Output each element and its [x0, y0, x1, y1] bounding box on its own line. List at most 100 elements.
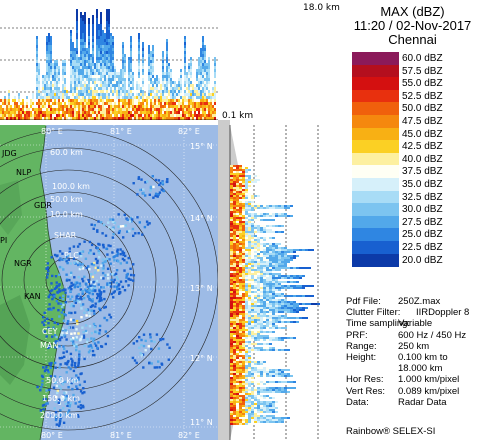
info-value: 18.000 km: [398, 363, 443, 375]
legend-swatch: [352, 102, 399, 116]
range-label-5: 150.0 km: [42, 394, 80, 403]
info-value: IIRDoppler 8: [416, 307, 470, 319]
legend-item: 55.0 dBZ: [352, 77, 480, 91]
place-man: MAN: [40, 341, 58, 350]
lat-label-13: 13° N: [190, 284, 213, 293]
info-value: 0.089 km/pixel: [398, 385, 460, 397]
place-gdr: GDR: [34, 201, 52, 210]
legend-item: 45.0 dBZ: [352, 127, 480, 142]
legend-label: 20.0 dBZ: [402, 254, 443, 266]
bottom-height-label: 0.1 km: [222, 111, 254, 121]
place-kan: KAN: [24, 292, 41, 301]
station-name: Chennai: [388, 32, 437, 47]
legend-item: 37.5 dBZ: [352, 165, 480, 179]
lat-label-12: 12° N: [190, 354, 213, 363]
legend-item: 42.5 dBZ: [352, 140, 480, 154]
top-height-label: 18.0 km: [303, 3, 340, 13]
radar-echoes: [36, 175, 171, 427]
info-key: Pdf File:: [346, 296, 381, 307]
legend-item: 30.0 dBZ: [352, 203, 480, 217]
legend-swatch: [352, 190, 399, 204]
legend-label: 35.0 dBZ: [402, 179, 443, 190]
info-value: Radar Data: [398, 396, 447, 408]
legend-item: 52.5 dBZ: [352, 89, 480, 104]
legend-label: 55.0 dBZ: [402, 78, 443, 90]
legend-item: 60.0 dBZ: [352, 52, 480, 66]
radar-map: 80° E 81° E 82° E 80° E 81° E 82° E 15° …: [0, 125, 218, 440]
legend-label: 22.5 dBZ: [402, 242, 443, 253]
legend-item: 32.5 dBZ: [352, 190, 480, 205]
info-value: 0.100 km to: [398, 352, 448, 363]
lon-label-bottom-81: 81° E: [110, 431, 132, 440]
legend-label: 37.5 dBZ: [402, 166, 443, 178]
info-key: Time sampling:: [346, 318, 411, 330]
legend-swatch: [352, 203, 399, 217]
legend-label: 40.0 dBZ: [402, 153, 443, 165]
legend-swatch: [352, 152, 399, 166]
legend-item: 47.5 dBZ: [352, 115, 480, 129]
range-label-1: 100.0 km: [52, 182, 90, 191]
range-label-0: 60.0 km: [50, 148, 83, 157]
legend-swatch: [352, 140, 399, 154]
legend-label: 27.5 dBZ: [402, 216, 443, 228]
lat-label-15: 15° N: [190, 142, 213, 151]
place-pi: PI: [0, 236, 7, 245]
lon-label-bottom-82: 82° E: [178, 431, 200, 440]
info-value: 250Z.max: [398, 296, 441, 307]
place-nlp: NLP: [16, 168, 31, 177]
legend-label: 50.0 dBZ: [402, 103, 443, 115]
lon-label-bottom-80: 80° E: [41, 431, 63, 440]
range-label-2: 50.0 km: [50, 195, 83, 204]
info-key: Height:: [346, 352, 377, 363]
range-label-6: 200.0 km: [40, 411, 78, 420]
legend-swatch: [352, 241, 399, 254]
info-key: Vert Res:: [346, 385, 386, 397]
footer-brand: Rainbow® SELEX-SI: [346, 426, 436, 437]
legend-swatch: [352, 178, 399, 191]
lon-label-top-80: 80° E: [41, 127, 63, 136]
legend-label: 60.0 dBZ: [402, 53, 443, 64]
side-profile-panel: [218, 125, 320, 440]
profile-corner: [218, 120, 230, 125]
info-value: 250 km: [398, 340, 430, 352]
place-cey: CEY: [42, 327, 58, 336]
legend-swatch: [352, 127, 399, 141]
info-value: Variable: [398, 318, 433, 330]
legend-label: 25.0 dBZ: [402, 229, 443, 241]
legend-item: 40.0 dBZ: [352, 152, 480, 167]
range-label-3: 10.0 km: [50, 210, 83, 219]
info-key: PRF:: [346, 329, 368, 341]
info-key: Data:: [346, 396, 369, 408]
legend-label: 52.5 dBZ: [402, 90, 443, 102]
legend-label: 42.5 dBZ: [402, 141, 443, 153]
legend-swatch: [352, 215, 399, 229]
legend-swatch: [352, 64, 399, 78]
legend-swatch: [352, 253, 399, 267]
legend-item: 35.0 dBZ: [352, 178, 480, 192]
place-jdg: JDG: [1, 149, 17, 158]
info-key: Range:: [346, 340, 377, 352]
range-label-4: 50.0 km: [46, 376, 79, 385]
place-plc: PLC: [64, 251, 79, 260]
legend-item: 22.5 dBZ: [352, 241, 480, 255]
legend-label: 47.5 dBZ: [402, 116, 443, 127]
top-profile-panel: [0, 9, 218, 120]
legend-swatch: [352, 165, 399, 179]
legend-swatch: [352, 89, 399, 103]
info-key: Hor Res:: [346, 374, 384, 386]
lat-label-14: 14° N: [190, 214, 213, 223]
legend-item: 50.0 dBZ: [352, 102, 480, 116]
info-value: 600 Hz / 450 Hz: [398, 329, 467, 341]
product-title: MAX (dBZ): [380, 4, 445, 19]
top-profile-echoes: [0, 9, 216, 120]
lon-label-top-82: 82° E: [178, 127, 200, 136]
legend-item: 20.0 dBZ: [352, 253, 480, 268]
legend-swatch: [352, 228, 399, 242]
place-ngr: NGR: [14, 259, 32, 268]
place-shar: SHAR: [54, 231, 77, 240]
legend-swatch: [352, 52, 399, 65]
lat-label-11: 11° N: [190, 418, 213, 427]
legend-swatch: [352, 77, 399, 91]
lon-label-top-81: 81° E: [110, 127, 132, 136]
info-key: Clutter Filter:: [346, 307, 401, 319]
